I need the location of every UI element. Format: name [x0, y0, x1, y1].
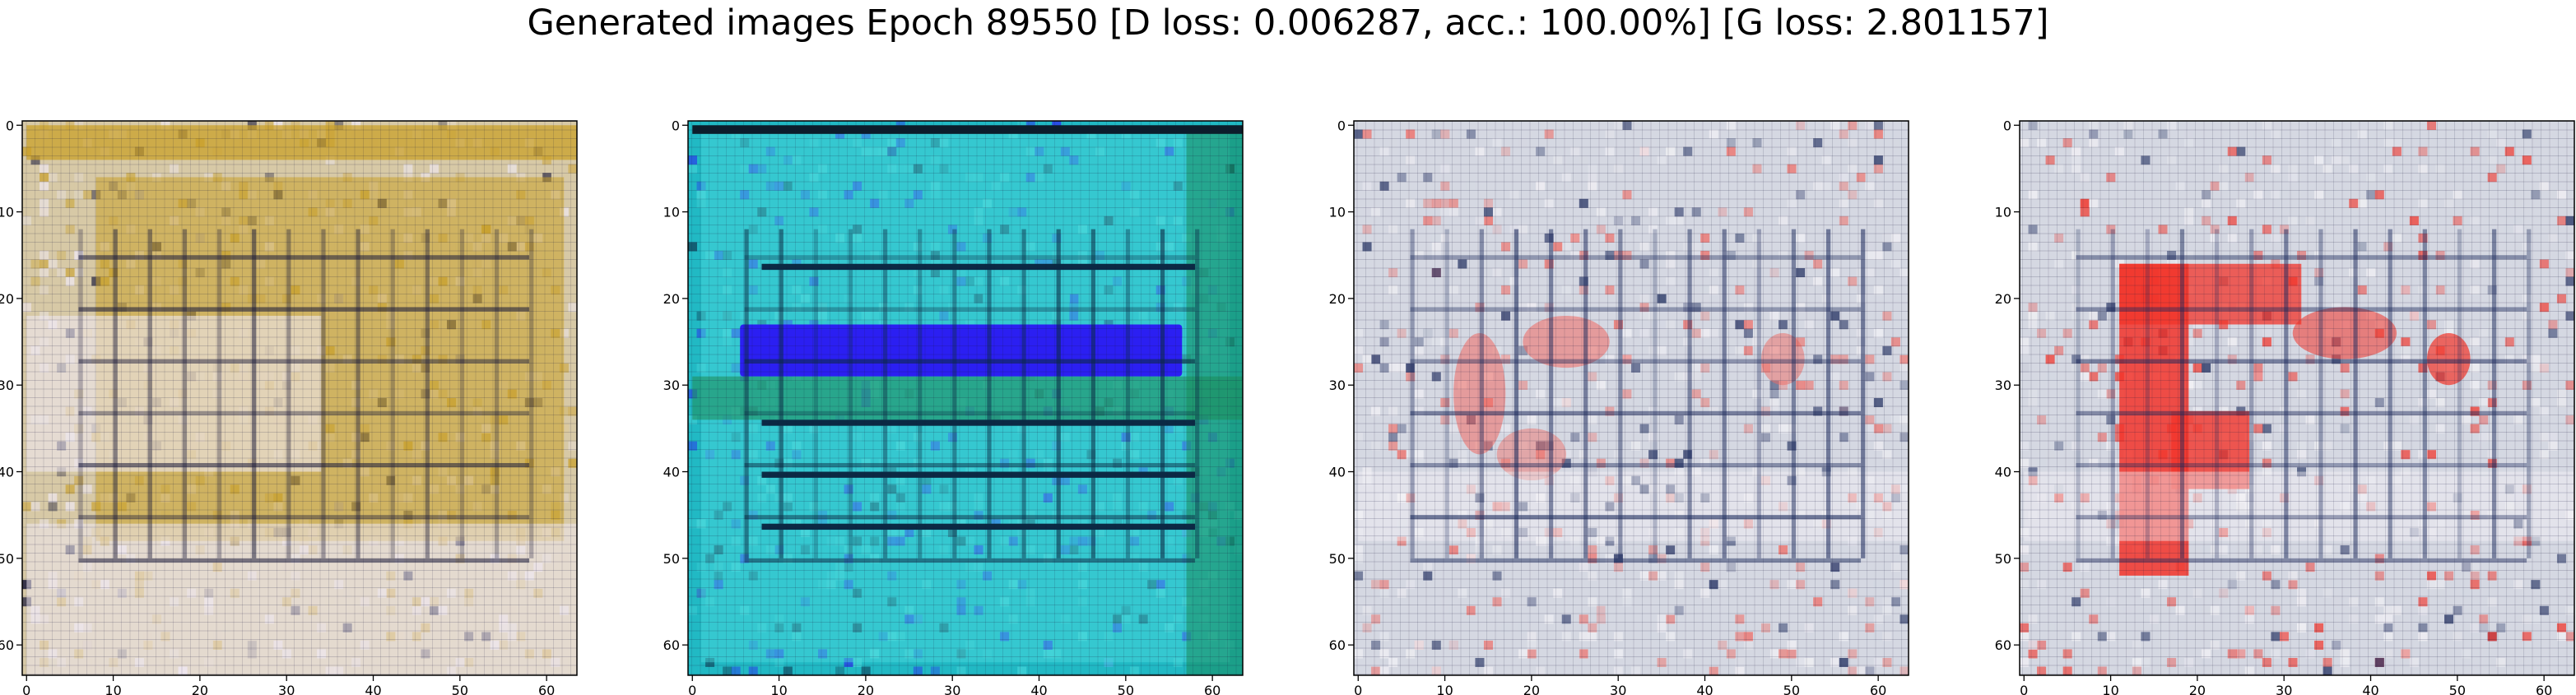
- x-tick-label: 0: [1354, 683, 1362, 695]
- x-tick-label: 10: [1436, 683, 1453, 695]
- image-panel-1: 0 10 20 30 40 50 60 0 10 20 30 40 50 60: [0, 118, 578, 695]
- x-tick-label: 0: [22, 683, 30, 695]
- x-tick-label: 20: [1523, 683, 1540, 695]
- y-tick-label: 30: [663, 378, 680, 393]
- axes-frame: [687, 120, 1244, 676]
- y-tick-label: 40: [0, 465, 14, 480]
- y-tick-label: 40: [663, 465, 680, 480]
- axes-frame: [2019, 120, 2575, 676]
- x-tick-label: 40: [1696, 683, 1713, 695]
- y-tick-label: 50: [1329, 551, 1346, 567]
- x-tick-label: 40: [365, 683, 381, 695]
- x-tick-label: 50: [452, 683, 468, 695]
- y-tick-label: 30: [1329, 378, 1346, 393]
- x-tick-label: 60: [1204, 683, 1221, 695]
- figure-title: Generated images Epoch 89550 [D loss: 0.…: [527, 2, 2049, 44]
- image-panel-3: 0 10 20 30 40 50 60 0 10 20 30 40 50 60: [1329, 118, 1909, 695]
- x-tick-label: 20: [2189, 683, 2206, 695]
- y-tick-label: 50: [1995, 551, 2011, 567]
- y-tick-label: 40: [1995, 465, 2011, 480]
- x-tick-label: 50: [2449, 683, 2466, 695]
- y-tick-label: 60: [0, 637, 14, 653]
- y-tick-label: 0: [672, 118, 680, 133]
- x-tick-label: 30: [1610, 683, 1626, 695]
- x-tick-label: 30: [278, 683, 295, 695]
- x-tick-label: 0: [688, 683, 696, 695]
- generated-image: [1354, 121, 1909, 675]
- y-tick-label: 40: [1329, 465, 1346, 480]
- y-tick-label: 20: [1995, 291, 2011, 307]
- x-tick-label: 50: [1783, 683, 1800, 695]
- x-tick-label: 60: [1870, 683, 1886, 695]
- y-tick-label: 50: [0, 551, 14, 567]
- y-tick-label: 0: [6, 118, 14, 133]
- image-panel-2: 0 10 20 30 40 50 60 0 10 20 30 40 50 60: [663, 118, 1244, 695]
- y-tick-label: 10: [0, 205, 14, 220]
- x-tick-label: 50: [1118, 683, 1134, 695]
- y-tick-label: 60: [1329, 637, 1346, 653]
- x-tick-label: 10: [770, 683, 787, 695]
- generated-image: [688, 121, 1243, 675]
- y-tick-label: 10: [663, 205, 680, 220]
- x-tick-label: 40: [2362, 683, 2378, 695]
- y-tick-label: 20: [1329, 291, 1346, 307]
- x-tick-label: 60: [2536, 683, 2552, 695]
- axes-frame: [21, 120, 578, 676]
- y-tick-label: 10: [1995, 205, 2011, 220]
- y-tick-label: 10: [1329, 205, 1346, 220]
- x-tick-label: 0: [2020, 683, 2028, 695]
- x-tick-label: 20: [192, 683, 208, 695]
- x-tick-label: 10: [105, 683, 121, 695]
- x-tick-label: 10: [2102, 683, 2118, 695]
- y-tick-label: 50: [663, 551, 680, 567]
- y-tick-label: 20: [0, 291, 14, 307]
- generated-image: [22, 121, 577, 675]
- x-tick-label: 60: [538, 683, 555, 695]
- x-tick-label: 30: [944, 683, 960, 695]
- y-tick-label: 60: [1995, 637, 2011, 653]
- x-tick-label: 40: [1030, 683, 1047, 695]
- y-tick-label: 0: [1337, 118, 1346, 133]
- y-tick-label: 20: [663, 291, 680, 307]
- y-tick-label: 30: [1995, 378, 2011, 393]
- y-tick-label: 60: [663, 637, 680, 653]
- y-tick-label: 0: [2003, 118, 2011, 133]
- generated-image: [2020, 121, 2574, 675]
- x-tick-label: 20: [858, 683, 874, 695]
- axes-frame: [1353, 120, 1909, 676]
- x-tick-label: 30: [2276, 683, 2292, 695]
- y-tick-label: 30: [0, 378, 14, 393]
- image-panel-4: 0 10 20 30 40 50 60 0 10 20 30 40 50 60: [1995, 118, 2575, 695]
